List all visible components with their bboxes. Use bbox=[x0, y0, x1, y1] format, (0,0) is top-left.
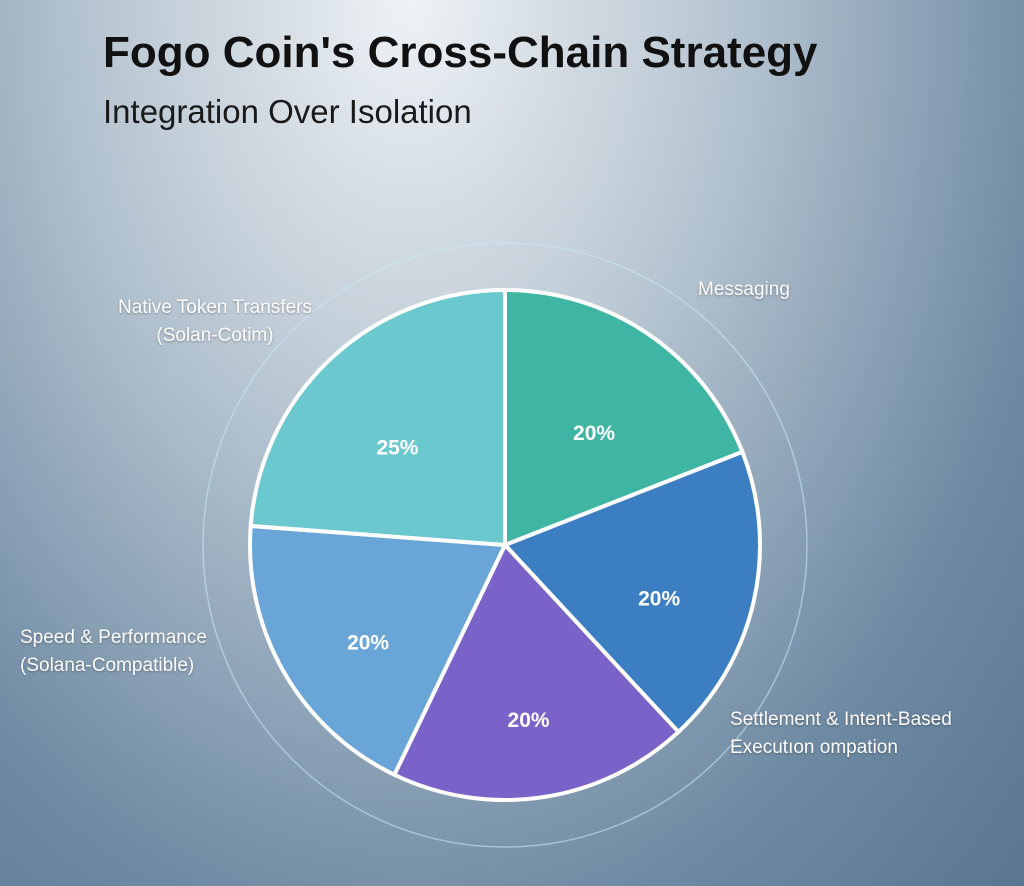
chart-subtitle: Integration Over Isolation bbox=[103, 93, 472, 130]
data-label: 25% bbox=[376, 437, 418, 460]
outer-ring bbox=[202, 242, 808, 848]
category-label: Messaging bbox=[698, 279, 790, 300]
pie-slice bbox=[503, 287, 745, 548]
data-label: 20% bbox=[638, 588, 680, 611]
pie-slice bbox=[248, 287, 507, 548]
category-label: Speed & Performance (Solana-Compatible) bbox=[20, 627, 207, 676]
data-label: 20% bbox=[573, 422, 615, 445]
pie-slice bbox=[248, 523, 509, 778]
chart-title: Fogo Coin's Cross-Chain Strategy bbox=[103, 28, 818, 77]
category-label: Native Token Transfers (Solan-Cotim) bbox=[118, 297, 312, 346]
data-label: 20% bbox=[508, 709, 550, 732]
pie-slice bbox=[391, 541, 682, 802]
pie-slice bbox=[501, 449, 762, 735]
category-label: Settlement & Intent-Based Executıon ompa… bbox=[730, 709, 952, 758]
data-label: 20% bbox=[347, 632, 389, 655]
